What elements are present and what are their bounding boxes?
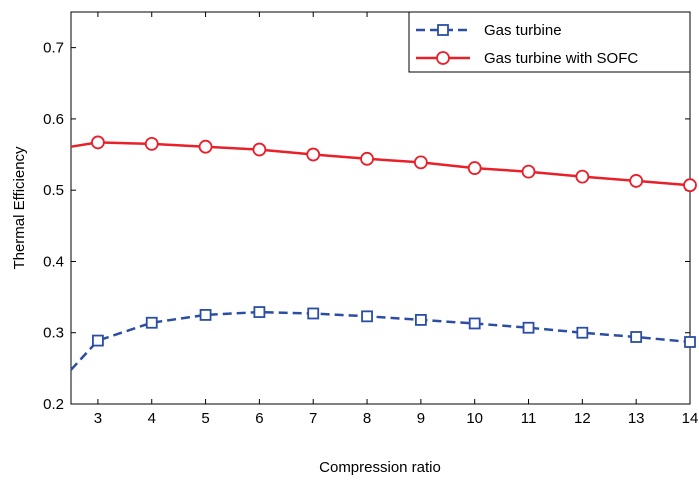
data-point-circle bbox=[629, 174, 644, 188]
y-axis-label: Thermal Efficiency bbox=[11, 146, 28, 270]
data-point-square bbox=[468, 317, 481, 330]
data-point-circle bbox=[144, 136, 159, 151]
x-tick-label: 9 bbox=[417, 410, 425, 427]
legend-label-gas-turbine-sofc: Gas turbine with SOFC bbox=[484, 50, 638, 67]
data-point-circle bbox=[683, 178, 697, 193]
data-point-square bbox=[630, 331, 643, 343]
data-point-square bbox=[199, 309, 212, 321]
data-point-square bbox=[522, 321, 535, 334]
y-tick-label: 0.2 bbox=[43, 396, 64, 413]
plot-area bbox=[70, 11, 691, 405]
data-point-circle bbox=[467, 161, 482, 175]
data-point-square bbox=[576, 326, 589, 339]
x-tick-label: 13 bbox=[628, 410, 645, 427]
x-tick-label: 4 bbox=[148, 410, 156, 427]
x-tick-label: 10 bbox=[466, 410, 483, 427]
y-tick-label: 0.7 bbox=[43, 40, 64, 57]
series-layer bbox=[70, 135, 697, 371]
data-point-square bbox=[684, 336, 696, 348]
data-point-circle bbox=[521, 164, 536, 179]
y-tick-label: 0.6 bbox=[43, 111, 64, 128]
x-tick-label: 3 bbox=[94, 410, 102, 427]
data-point-square bbox=[307, 307, 320, 320]
x-tick-label: 14 bbox=[682, 410, 699, 427]
data-point-square bbox=[92, 334, 104, 347]
x-tick-label: 7 bbox=[309, 410, 317, 427]
legend-marker-gas-turbine-sofc bbox=[436, 51, 450, 65]
axis-ticks: 3 4 5 6 7 8 9 10 11 12 13 14 0.2 0.3 0.4 0.5 0.6 0.7 bbox=[43, 12, 698, 427]
x-tick-label: 8 bbox=[363, 410, 371, 427]
legend-box bbox=[408, 11, 691, 73]
data-point-square bbox=[253, 306, 266, 318]
data-point-square bbox=[414, 313, 427, 326]
x-tick-label: 12 bbox=[574, 410, 591, 427]
y-tick-label: 0.4 bbox=[43, 253, 64, 270]
data-point-circle bbox=[413, 155, 428, 170]
data-point-circle bbox=[252, 142, 267, 157]
data-point-circle bbox=[306, 147, 321, 162]
data-point-circle bbox=[91, 135, 105, 150]
y-tick-label: 0.3 bbox=[43, 325, 64, 342]
data-point-circle bbox=[198, 139, 213, 154]
x-tick-label: 11 bbox=[521, 410, 537, 427]
data-point-square bbox=[361, 310, 373, 323]
legend-marker-gas-turbine bbox=[437, 24, 449, 36]
x-tick-label: 6 bbox=[255, 410, 263, 427]
data-point-circle bbox=[575, 169, 590, 184]
x-tick-label: 5 bbox=[201, 410, 209, 427]
data-point-square bbox=[145, 316, 158, 329]
data-point-circle bbox=[360, 151, 374, 166]
legend-label-gas-turbine: Gas turbine bbox=[484, 22, 562, 39]
y-tick-label: 0.5 bbox=[43, 182, 64, 199]
legend: Gas turbine Gas turbine with SOFC bbox=[408, 11, 691, 73]
x-axis-label: Compression ratio bbox=[319, 459, 441, 476]
